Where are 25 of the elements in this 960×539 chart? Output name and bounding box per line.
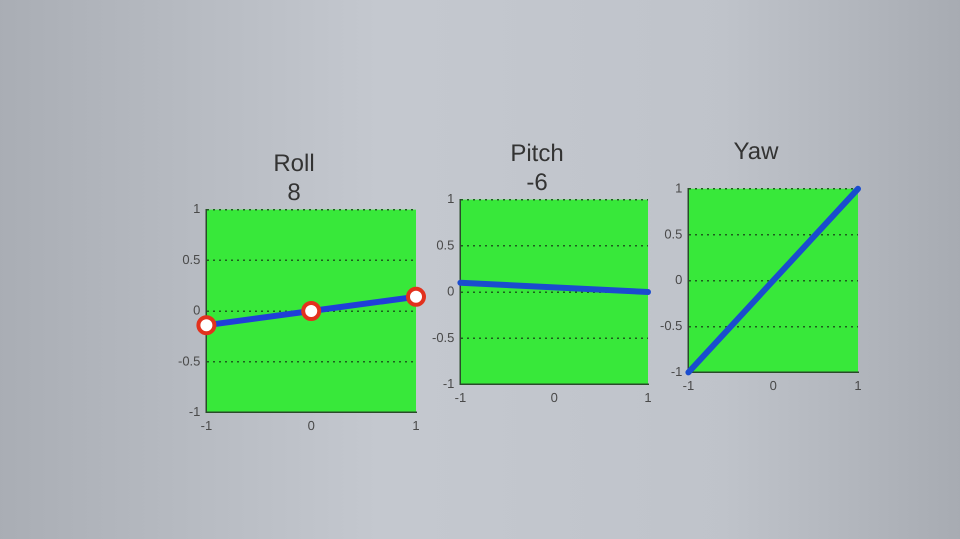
y-tick-label: 0 (193, 302, 200, 318)
y-tick-label: 0 (675, 272, 682, 288)
y-tick-label: 1 (675, 180, 682, 196)
y-tick-label: 0.5 (664, 226, 682, 242)
chart-title: Yaw (734, 138, 780, 166)
y-tick-label: -0.5 (660, 318, 682, 334)
y-tick-label: 0.5 (436, 237, 454, 252)
y-tick-label: -1 (670, 364, 682, 379)
chart-subtitle: -6 (526, 168, 548, 196)
x-tick-label: 0 (770, 378, 777, 393)
x-tick-label: 0 (550, 390, 558, 405)
x-tick-label: 1 (644, 390, 652, 405)
y-tick-label: -0.5 (432, 330, 454, 345)
y-tick-label: 0.5 (182, 252, 200, 267)
x-tick-label: 0 (308, 418, 315, 433)
x-tick-label: 1 (854, 378, 862, 393)
chart-title: Pitch (510, 140, 564, 168)
x-tick-label: 1 (412, 418, 420, 433)
chart-title: Roll (273, 150, 315, 178)
y-tick-label: 0 (447, 284, 454, 299)
y-tick-label: 1 (193, 201, 200, 216)
y-tick-label: 1 (447, 191, 454, 206)
y-tick-label: -0.5 (178, 353, 200, 368)
chart-subtitle: 8 (287, 178, 301, 206)
y-tick-label: -1 (188, 404, 200, 419)
